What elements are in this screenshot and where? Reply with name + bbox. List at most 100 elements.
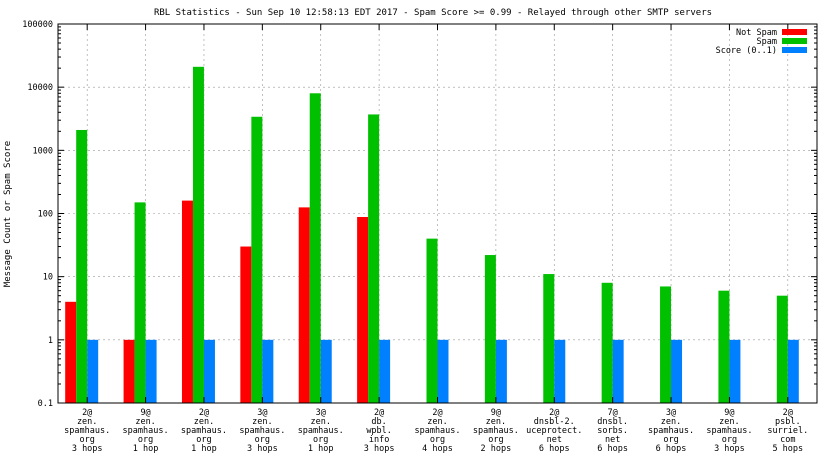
x-category-label-line: 1 hop: [308, 444, 334, 454]
x-category-label-line: org: [722, 435, 737, 445]
x-category-label: 2@ dnsbl-2. uceprotect. net 6 hops: [526, 408, 582, 454]
x-category-label-line: org: [80, 435, 95, 445]
bar-spam: [251, 116, 263, 403]
x-category-label-line: 1 hop: [191, 444, 217, 454]
x-category-label-line: zen.: [252, 417, 272, 427]
y-tick-label: 1: [48, 336, 53, 346]
x-category-label-line: 3@: [257, 408, 267, 418]
x-category-label-line: spamhaus.: [473, 426, 519, 436]
x-category-label-line: spamhaus.: [123, 426, 169, 436]
bar-score-0-1: [320, 339, 332, 403]
y-tick-label: 0.1: [38, 399, 53, 409]
x-category-label-line: net: [605, 435, 620, 445]
bar-not-spam: [298, 207, 310, 403]
x-category-label-line: org: [488, 435, 503, 445]
x-category-label-line: org: [138, 435, 153, 445]
legend-label: Score (0..1): [716, 46, 777, 56]
legend-swatch: [782, 47, 807, 53]
bar-score-0-1: [437, 339, 449, 403]
legend-label: Not Spam: [736, 28, 777, 38]
x-category-label-line: info: [369, 435, 389, 445]
bar-score-0-1: [671, 339, 683, 403]
x-category-label-line: zen.: [310, 417, 330, 427]
x-category-label-line: 5 hops: [772, 444, 803, 454]
x-category-label: 9@ zen. spamhaus. org 2 hops: [473, 408, 519, 454]
y-tick-label: 100: [38, 210, 53, 220]
x-category-label: 3@ zen. spamhaus. org 6 hops: [648, 408, 694, 454]
x-category-label-line: dnsbl-2.: [534, 417, 575, 427]
x-category-label-line: 2@: [82, 408, 92, 418]
bar-spam: [426, 238, 438, 403]
x-category-label-line: com: [780, 435, 795, 445]
x-category-label-line: org: [196, 435, 211, 445]
bar-score-0-1: [787, 339, 799, 403]
x-category-label: 9@ zen. spamhaus. org 3 hops: [706, 408, 752, 454]
bar-spam: [368, 114, 380, 403]
x-category-label-line: 2@: [432, 408, 442, 418]
x-category-label-line: spamhaus.: [648, 426, 694, 436]
x-category-label-line: zen.: [194, 417, 214, 427]
x-category-label-line: org: [430, 435, 445, 445]
x-category-label-line: net: [547, 435, 562, 445]
x-category-label-line: 7@: [608, 408, 618, 418]
x-category-label: 3@ zen. spamhaus. org 3 hops: [239, 408, 285, 454]
x-category-label-line: spamhaus.: [298, 426, 344, 436]
bar-score-0-1: [203, 339, 215, 403]
x-category-label: 9@ zen. spamhaus. org 1 hop: [123, 408, 169, 454]
y-tick-label: 10000: [27, 83, 53, 93]
bar-score-0-1: [379, 339, 391, 403]
x-category-label-line: 3@: [666, 408, 676, 418]
x-category-label-line: 9@: [491, 408, 501, 418]
chart-title: RBL Statistics - Sun Sep 10 12:58:13 EDT…: [154, 8, 712, 18]
bar-spam: [309, 93, 321, 403]
bar-score-0-1: [145, 339, 157, 403]
x-category-label-line: org: [255, 435, 270, 445]
x-category-label-line: spamhaus.: [64, 426, 110, 436]
x-category-label-line: psbl.: [775, 417, 801, 427]
x-category-label-line: zen.: [486, 417, 506, 427]
x-category-label-line: zen.: [77, 417, 97, 427]
x-category-label: 7@ dnsbl. sorbs. net 6 hops: [597, 408, 628, 454]
x-category-label-line: 1 hop: [133, 444, 159, 454]
bar-spam: [660, 286, 672, 403]
x-category-label: 2@ zen. spamhaus. org 3 hops: [64, 408, 110, 454]
legend-swatch: [782, 29, 807, 35]
x-category-label-line: dnsbl.: [597, 417, 628, 427]
x-category-label-line: 3 hops: [247, 444, 278, 454]
x-category-label-line: 2@: [783, 408, 793, 418]
x-category-label-line: zen.: [427, 417, 447, 427]
x-category-label-line: spamhaus.: [706, 426, 752, 436]
x-category-label-line: 9@: [140, 408, 150, 418]
bar-spam: [718, 290, 730, 403]
x-category-label-line: 2@: [374, 408, 384, 418]
x-category-label-line: 6 hops: [597, 444, 628, 454]
x-category-label: 2@ zen. spamhaus. org 4 hops: [414, 408, 460, 454]
x-category-label-line: 2 hops: [481, 444, 512, 454]
x-category-label-line: zen.: [719, 417, 739, 427]
x-category-label-line: zen.: [135, 417, 155, 427]
bar-not-spam: [65, 301, 77, 403]
x-category-label-line: 6 hops: [539, 444, 570, 454]
x-category-label-line: db.: [371, 417, 386, 427]
y-tick-label: 10: [43, 273, 53, 283]
x-category-label-line: uceprotect.: [526, 426, 582, 436]
x-category-label-line: sorbs.: [597, 426, 628, 436]
x-category-label-line: org: [663, 435, 678, 445]
bars-layer: [65, 66, 799, 404]
x-category-label-line: 2@: [199, 408, 209, 418]
x-category-label-line: spamhaus.: [181, 426, 227, 436]
bar-score-0-1: [87, 339, 99, 403]
x-category-label-line: spamhaus.: [414, 426, 460, 436]
legend-label: Spam: [757, 37, 777, 47]
y-axis-label: Message Count or Spam Score: [3, 141, 13, 287]
x-category-label-line: surriel.: [767, 426, 808, 436]
x-category-label: 2@ psbl. surriel. com 5 hops: [767, 408, 808, 454]
x-category-label-line: wpbl.: [366, 426, 392, 436]
x-category-label-line: 4 hops: [422, 444, 453, 454]
bar-spam: [776, 295, 788, 403]
x-category-label: 2@ db. wpbl. info 3 hops: [364, 408, 395, 454]
x-category-label-line: 3@: [316, 408, 326, 418]
